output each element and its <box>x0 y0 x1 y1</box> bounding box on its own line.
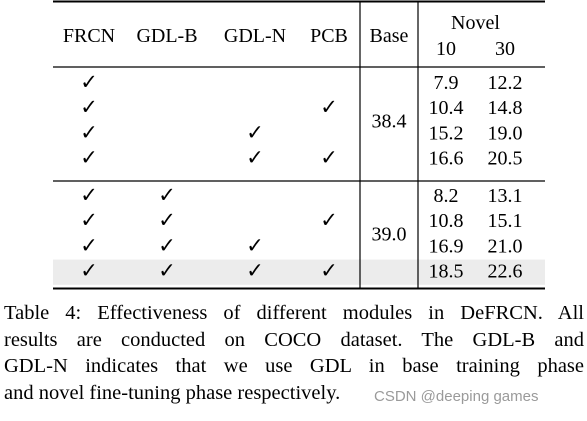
novel-30-value: 19.0 <box>488 122 523 144</box>
table-caption: Table 4: Effectiveness of different modu… <box>4 300 584 406</box>
check-mark-frcn: ✓ <box>80 183 98 207</box>
check-mark-pcb: ✓ <box>320 208 338 232</box>
check-mark-gdl-n: ✓ <box>246 120 264 144</box>
check-mark-frcn: ✓ <box>80 70 98 94</box>
novel-30-value: 22.6 <box>488 261 523 283</box>
header-gdl-n: GDL-N <box>224 25 286 47</box>
check-mark-gdl-b: ✓ <box>158 233 176 257</box>
novel-30-value: 13.1 <box>488 185 523 207</box>
check-mark-frcn: ✓ <box>80 120 98 144</box>
novel-10-value: 7.9 <box>434 72 459 94</box>
novel-10-value: 10.4 <box>429 97 464 119</box>
check-mark-gdl-b: ✓ <box>158 208 176 232</box>
novel-30-value: 15.1 <box>488 210 523 232</box>
novel-10-value: 15.2 <box>429 122 464 144</box>
check-mark-gdl-n: ✓ <box>246 233 264 257</box>
header-novel-10: 10 <box>436 38 456 60</box>
check-mark-gdl-n: ✓ <box>246 146 264 170</box>
highlight-row-bg <box>53 259 545 285</box>
header-novel-30: 30 <box>495 38 515 60</box>
caption-line-2: results are conducted on COCO dataset. T… <box>4 328 584 351</box>
header-gdl-b: GDL-B <box>136 25 197 47</box>
check-mark-frcn: ✓ <box>80 259 98 283</box>
caption-line-1: Table 4: Effectiveness of different modu… <box>4 302 584 324</box>
check-mark-frcn: ✓ <box>80 233 98 257</box>
ablation-table-container: FRCN GDL-B GDL-N PCB Base Novel 10 30 ✓ 7.9 12.2 ✓ ✓… <box>53 0 545 290</box>
check-mark-gdl-b: ✓ <box>158 259 176 283</box>
header-base: Base <box>370 25 409 47</box>
check-mark-gdl-n: ✓ <box>246 259 264 283</box>
header-frcn: FRCN <box>63 25 115 47</box>
caption-line-4: and novel fine-tuning phase respectively… <box>4 381 341 404</box>
novel-30-value: 21.0 <box>488 235 523 257</box>
check-mark-gdl-b: ✓ <box>158 183 176 207</box>
caption-line-3: GDL-N indicates that we use GDL in base … <box>4 355 584 377</box>
base-value: 39.0 <box>372 223 407 245</box>
header-pcb: PCB <box>310 25 348 47</box>
watermark: CSDN @deeping games <box>374 388 539 405</box>
check-mark-frcn: ✓ <box>80 95 98 119</box>
check-mark-pcb: ✓ <box>320 95 338 119</box>
novel-10-value: 18.5 <box>429 261 464 283</box>
check-mark-frcn: ✓ <box>80 146 98 170</box>
novel-30-value: 20.5 <box>488 148 523 170</box>
novel-30-value: 12.2 <box>488 72 523 94</box>
novel-10-value: 16.9 <box>429 235 464 257</box>
base-value: 38.4 <box>372 110 407 132</box>
check-mark-pcb: ✓ <box>320 259 338 283</box>
check-mark-pcb: ✓ <box>320 146 338 170</box>
header-novel: Novel <box>451 12 500 34</box>
check-mark-frcn: ✓ <box>80 208 98 232</box>
novel-10-value: 10.8 <box>429 210 464 232</box>
novel-10-value: 8.2 <box>434 185 459 207</box>
novel-30-value: 14.8 <box>488 97 523 119</box>
novel-10-value: 16.6 <box>429 148 464 170</box>
